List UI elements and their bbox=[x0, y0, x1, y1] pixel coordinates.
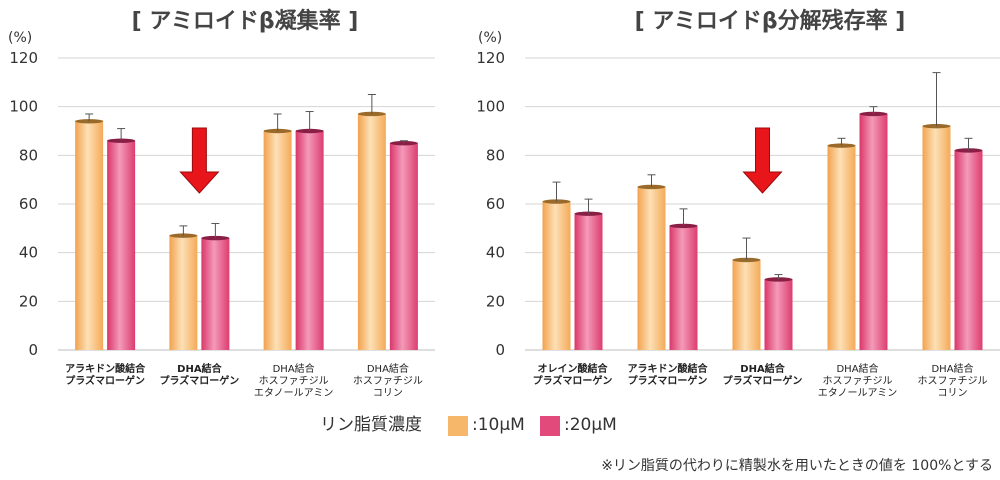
y-tick-label: 60 bbox=[19, 195, 38, 213]
x-category-label: アラキドン酸結合プラズマローゲン bbox=[628, 362, 709, 387]
chart-title: [ アミロイドβ分解残存率 ] bbox=[635, 8, 906, 34]
bar bbox=[574, 213, 603, 350]
down-arrow-icon bbox=[742, 127, 783, 194]
bar bbox=[669, 225, 698, 350]
y-unit-label: (%) bbox=[478, 30, 502, 46]
bar-cap bbox=[859, 111, 888, 117]
legend-label-10um: :10μM bbox=[472, 415, 525, 435]
bar bbox=[859, 113, 888, 350]
bar bbox=[263, 131, 292, 350]
bar bbox=[389, 143, 418, 350]
bar bbox=[357, 113, 386, 350]
bar bbox=[295, 131, 324, 350]
x-category-label: DHA結合ホスファチジルコリン bbox=[918, 362, 988, 399]
y-tick-label: 100 bbox=[9, 98, 38, 116]
aggregation-rate-chart: [ アミロイドβ凝集率 ] (%) 0 20 40 60 80 100 120 アラキドン酸結合プ… bbox=[8, 8, 435, 399]
y-tick-label: 40 bbox=[486, 244, 505, 262]
bar bbox=[637, 186, 666, 350]
bar bbox=[169, 235, 198, 350]
y-tick-label: 20 bbox=[19, 292, 38, 310]
bar bbox=[75, 121, 104, 351]
chart-title: [ アミロイドβ凝集率 ] bbox=[132, 8, 359, 34]
bar-cap bbox=[75, 119, 104, 124]
bar bbox=[827, 145, 856, 350]
bar bbox=[922, 126, 951, 350]
y-tick-label: 100 bbox=[476, 98, 505, 116]
bar bbox=[107, 140, 136, 350]
y-tick-label: 80 bbox=[19, 146, 38, 164]
y-tick-label: 60 bbox=[486, 195, 505, 213]
footnote: ※リン脂質の代わりに精製水を用いたときの値を 100%とする bbox=[601, 458, 993, 474]
legend-swatch-20um bbox=[540, 416, 560, 436]
y-tick-label: 0 bbox=[28, 341, 38, 359]
bar bbox=[542, 201, 571, 350]
y-unit-label: (%) bbox=[8, 30, 32, 46]
x-category-label: DHA結合ホスファチジルコリン bbox=[353, 362, 423, 399]
x-category-label: DHA結合プラズマローゲン bbox=[723, 362, 803, 387]
y-tick-label: 20 bbox=[486, 292, 505, 310]
legend-label-20um: :20μM bbox=[564, 415, 617, 435]
x-category-label: アラキドン酸結合プラズマローゲン bbox=[65, 362, 146, 387]
x-category-label: DHA結合プラズマローゲン bbox=[159, 362, 239, 387]
bar bbox=[764, 279, 793, 350]
y-tick-label: 120 bbox=[9, 49, 38, 67]
legend-title: リン脂質濃度 bbox=[320, 415, 422, 435]
legend: リン脂質濃度 :10μM :20μM bbox=[320, 415, 617, 436]
x-category-label: DHA結合ホスファチジルエタノールアミン bbox=[254, 362, 334, 399]
y-tick-label: 0 bbox=[495, 341, 505, 359]
bar-cap bbox=[357, 111, 386, 117]
bar bbox=[954, 150, 983, 350]
bar bbox=[201, 238, 230, 350]
bar bbox=[732, 259, 761, 350]
x-category-label: DHA結合ホスファチジルエタノールアミン bbox=[818, 362, 898, 399]
down-arrow-icon bbox=[179, 127, 220, 194]
y-tick-label: 40 bbox=[19, 244, 38, 262]
degradation-residual-rate-chart: [ アミロイドβ分解残存率 ] (%) 0 20 40 60 80 100 120 オレイン酸結合… bbox=[476, 8, 1000, 399]
x-category-label: オレイン酸結合プラズマローゲン bbox=[533, 362, 613, 387]
y-tick-label: 80 bbox=[486, 146, 505, 164]
legend-swatch-10um bbox=[448, 416, 468, 436]
y-tick-label: 120 bbox=[476, 49, 505, 67]
